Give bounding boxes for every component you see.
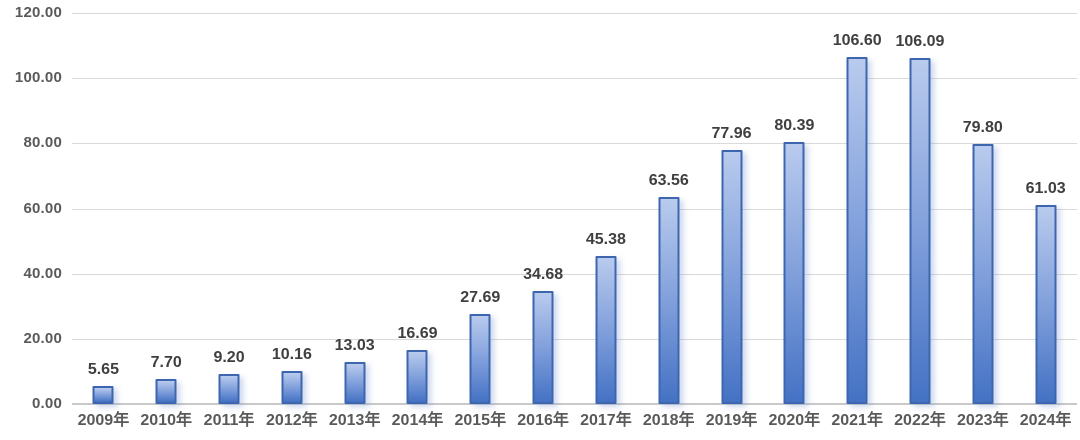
x-tick-label: 2022年 [894,412,946,429]
bar-slot: 10.16 [260,13,323,404]
bar-2010年 [155,378,177,404]
bar-slot: 16.69 [386,13,449,404]
bar-value-label: 7.70 [150,353,182,371]
gridline [72,78,1077,80]
bar-2021年 [846,56,868,404]
x-tick-label: 2017年 [580,412,632,429]
y-tick-label: 0.00 [32,395,62,412]
x-tick-label: 2019年 [705,412,758,429]
bar-2018年 [658,196,680,404]
bar-slot: 63.56 [637,13,700,404]
bar-2024年 [1035,205,1057,404]
x-tick-label: 2015年 [454,412,507,429]
x-axis-line [72,403,1077,405]
bar-slot: 106.09 [889,13,952,404]
bar-slot: 79.80 [951,13,1014,404]
bar-value-label: 34.68 [523,266,564,284]
bar-value-label: 106.09 [895,33,945,51]
bar-value-label: 77.96 [711,124,752,142]
bar-2012年 [281,370,303,404]
bar-value-label: 13.03 [334,336,375,354]
bar-slot: 5.65 [72,13,135,404]
bar-slot: 45.38 [575,13,638,404]
x-tick-label: 2020年 [768,412,821,429]
y-axis: 0.00 20.00 40.00 60.00 80.00 100.00 120.00 [0,0,62,440]
x-tick-label: 2011年 [203,412,255,429]
bar-slot: 13.03 [323,13,386,404]
y-tick-label: 80.00 [23,134,62,152]
bar-value-label: 106.60 [832,31,882,49]
bar-value-label: 61.03 [1025,180,1066,198]
bar-slot: 27.69 [449,13,512,404]
bar-2013年 [344,361,366,404]
bar-2022年 [909,58,931,404]
bar-2015年 [469,313,491,404]
x-tick-label: 2010年 [140,412,193,429]
bar-value-label: 45.38 [585,231,626,249]
bar-slot: 34.68 [512,13,575,404]
x-tick-label: 2012年 [266,412,318,429]
x-tick-label: 2024年 [1019,412,1072,429]
bar-slot: 61.03 [1014,13,1077,404]
bar-value-label: 63.56 [648,171,689,189]
x-axis: 2009年 2010年 2011年 2012年 2013年 2014年 2015年 2016年… [72,408,1077,436]
bar-2023年 [972,144,994,404]
bars: 5.65 7.70 9.20 10.16 13.03 16.69 27.69 34.68 45.… [72,13,1077,404]
gridline [72,208,1077,210]
bar-2020年 [783,142,805,404]
x-tick-label: 2016年 [517,412,569,429]
x-tick-label: 2014年 [391,412,444,429]
plot-area: 5.65 7.70 9.20 10.16 13.03 16.69 27.69 34.68 45.… [72,13,1077,405]
bar-2011年 [218,374,240,404]
y-tick-label: 20.00 [23,329,62,347]
bar-value-label: 16.69 [397,324,438,342]
bar-2019年 [721,149,743,404]
bar-value-label: 80.39 [774,117,815,135]
x-tick-label: 2018年 [642,412,695,429]
bar-slot: 106.60 [826,13,889,404]
bar-value-label: 5.65 [87,360,119,378]
bar-value-label: 10.16 [271,345,312,363]
gridline [72,13,1077,14]
x-tick-label: 2023年 [956,412,1009,429]
bar-value-label: 27.69 [460,288,501,306]
bar-slot: 77.96 [700,13,763,404]
bar-2009年 [92,385,114,404]
gridline [72,273,1077,275]
x-tick-label: 2009年 [77,412,130,429]
bar-2016年 [532,291,554,404]
bar-slot: 7.70 [135,13,198,404]
gridline [72,143,1077,145]
gridline [72,338,1077,340]
bar-value-label: 9.20 [213,349,245,367]
bar-value-label: 79.80 [962,119,1003,136]
y-tick-label: 60.00 [23,199,62,217]
bar-2014年 [406,349,428,404]
x-tick-label: 2021年 [831,412,883,429]
y-tick-label: 120.00 [14,4,62,21]
y-tick-label: 100.00 [14,69,62,87]
x-tick-label: 2013年 [328,412,381,429]
bar-slot: 80.39 [763,13,826,404]
y-tick-label: 40.00 [23,264,62,282]
bar-2017年 [595,256,617,404]
bar-slot: 9.20 [198,13,261,404]
